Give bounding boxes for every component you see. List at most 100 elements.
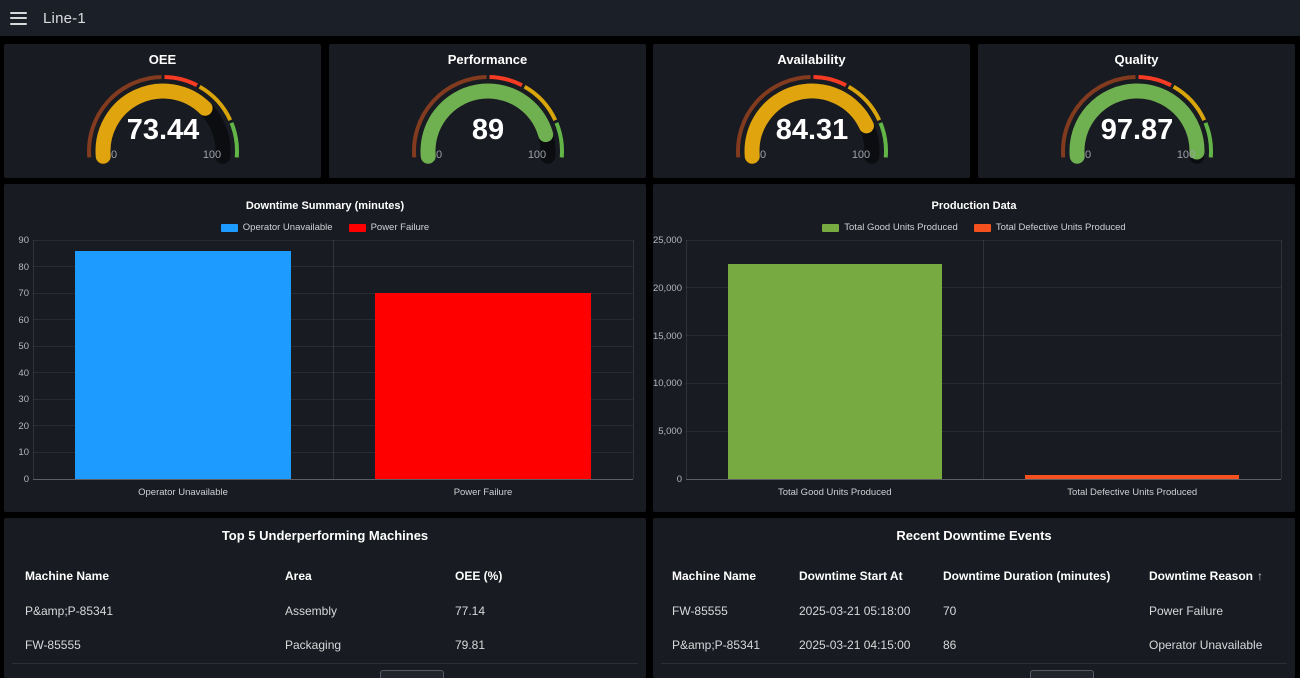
gauge-threshold-segment: [488, 75, 523, 88]
y-axis-tick-label: 20: [18, 420, 29, 432]
table-cell: 77.14: [455, 604, 486, 618]
top-bar: Line-1: [0, 0, 1300, 36]
legend-swatch: [348, 223, 366, 232]
table-cell: P&amp;P-85341: [672, 638, 761, 652]
column-header-oee-[interactable]: OEE (%): [455, 569, 503, 583]
legend-item[interactable]: Operator Unavailable: [220, 222, 333, 233]
gauge-threshold-segment: [163, 75, 198, 88]
dashboard-title[interactable]: Line-1: [43, 9, 86, 27]
downtime-summary-plot: 0 10 20 30 40 50 60 70 80 90 Operator Unavailable P…: [4, 184, 646, 512]
x-gridline: [983, 240, 984, 479]
y-gridline: [33, 239, 633, 241]
table-cell: P&amp;P-85341: [25, 604, 114, 618]
y-gridline: [33, 451, 633, 453]
performance-gauge: 89 0 100: [388, 62, 588, 177]
x-gridline: [32, 240, 34, 479]
y-axis-tick-label: 60: [18, 314, 29, 326]
availability-gauge: 84.31 0 100: [712, 62, 912, 177]
bar-power-failure[interactable]: [375, 293, 591, 479]
y-axis-tick-label: 40: [18, 367, 29, 379]
table-cell: FW-85555: [672, 604, 728, 618]
legend-item[interactable]: Power Failure: [348, 222, 430, 233]
y-gridline: [686, 478, 1281, 480]
column-header-downtime-start-at[interactable]: Downtime Start At: [799, 569, 903, 583]
gauge-value-arc: [744, 83, 874, 164]
gauge-value: 84.31: [775, 114, 848, 146]
panel-recent-downtime-events: Recent Downtime Events Machine Name Downt…: [653, 518, 1295, 678]
column-header-machine-name[interactable]: Machine Name: [25, 569, 110, 583]
gauge-threshold-segment: [1060, 75, 1136, 158]
downtime-summary-legend: Operator Unavailable Power Failure: [4, 222, 646, 233]
table-cell: FW-85555: [25, 638, 81, 652]
gauge-title-quality[interactable]: Quality: [1114, 52, 1159, 67]
y-gridline: [33, 266, 633, 268]
x-gridline: [685, 240, 687, 479]
gauge-title-availability[interactable]: Availability: [777, 52, 846, 67]
x-axis-category-label: Power Failure: [453, 487, 513, 498]
legend-swatch: [973, 223, 991, 232]
gauge-threshold-segment: [1172, 84, 1206, 122]
column-header-area[interactable]: Area: [285, 569, 312, 583]
y-axis-tick-label: 25,000: [653, 235, 682, 246]
gauge-threshold-segment: [735, 75, 811, 158]
table-cell: Power Failure: [1149, 604, 1224, 618]
gauge-value-arc: [420, 83, 553, 164]
bar-operator-unavailable[interactable]: [75, 250, 291, 479]
oee-gauge-svg: 73.44 0 100: [86, 75, 239, 164]
table-footer-divider: [661, 663, 1287, 664]
gauge-max-label: 100: [851, 149, 869, 161]
bar-total-defective-units-produced[interactable]: [1025, 475, 1240, 479]
gauge-min-label: 0: [110, 149, 116, 161]
quality-gauge-svg: 97.87 0 100: [1060, 75, 1213, 164]
underperforming-machines-title[interactable]: Top 5 Underperforming Machines: [221, 528, 429, 543]
table-cell: Operator Unavailable: [1149, 638, 1263, 652]
bar-total-good-units-produced[interactable]: [727, 263, 942, 479]
gauge-threshold-segment: [229, 122, 239, 158]
production-data-plot: 0 5,000 10,000 15,000 20,000 25,000 Total Good…: [653, 184, 1295, 512]
y-gridline: [686, 430, 1281, 432]
gauge-title-oee[interactable]: OEE: [148, 52, 177, 67]
x-gridline: [332, 240, 334, 479]
downtime-summary-title[interactable]: Downtime Summary (minutes): [245, 200, 405, 212]
gauge-min-label: 0: [759, 149, 765, 161]
pagination-button[interactable]: [380, 670, 444, 678]
gauge-threshold-segment: [1137, 75, 1172, 88]
gauge-threshold-segment: [523, 84, 557, 122]
legend-item[interactable]: Total Defective Units Produced: [973, 222, 1126, 233]
y-axis-tick-label: 15,000: [653, 330, 682, 342]
gauge-threshold-segment: [812, 75, 847, 88]
column-header-downtime-reason[interactable]: Downtime Reason ↑: [1149, 569, 1264, 583]
pagination-button[interactable]: [1030, 670, 1094, 678]
gauge-min-label: 0: [435, 149, 441, 161]
sort-ascending-icon: ↑: [1257, 569, 1264, 583]
table-cell: 2025-03-21 04:15:00: [799, 638, 911, 652]
column-header-machine-name[interactable]: Machine Name: [672, 569, 757, 583]
production-data-title[interactable]: Production Data: [931, 200, 1017, 212]
oee-gauge: 73.44 0 100: [63, 62, 263, 177]
hamburger-icon[interactable]: [10, 11, 27, 25]
y-axis-tick-label: 50: [18, 341, 29, 353]
gauge-threshold-segment: [198, 84, 232, 122]
column-header-downtime-duration-minutes-[interactable]: Downtime Duration (minutes): [943, 569, 1111, 583]
legend-item[interactable]: Total Good Units Produced: [822, 222, 958, 233]
recent-downtime-events-title[interactable]: Recent Downtime Events: [896, 528, 1052, 543]
x-axis-category-label: Operator Unavailable: [138, 487, 228, 498]
gauge-value: 89: [471, 114, 503, 146]
gauge-value-arc: [95, 83, 213, 164]
y-axis-tick-label: 5,000: [658, 426, 682, 438]
gauge-title-performance[interactable]: Performance: [447, 52, 528, 67]
table-cell: 2025-03-21 05:18:00: [799, 604, 911, 618]
y-axis-tick-label: 80: [18, 261, 29, 273]
legend-swatch: [822, 223, 840, 232]
panel-availability: Availability 84.31 0 100: [653, 44, 970, 178]
y-gridline: [33, 345, 633, 347]
gauge-value: 73.44: [126, 114, 199, 146]
x-axis-category-label: Total Defective Units Produced: [1067, 487, 1198, 498]
legend-label: Power Failure: [370, 222, 430, 233]
y-axis-tick-label: 10: [18, 447, 29, 459]
panel-underperforming-machines: Top 5 Underperforming Machines Machine N…: [4, 518, 646, 678]
y-gridline: [33, 319, 633, 321]
gauge-max-label: 100: [527, 149, 545, 161]
availability-gauge-svg: 84.31 0 100: [735, 75, 888, 164]
